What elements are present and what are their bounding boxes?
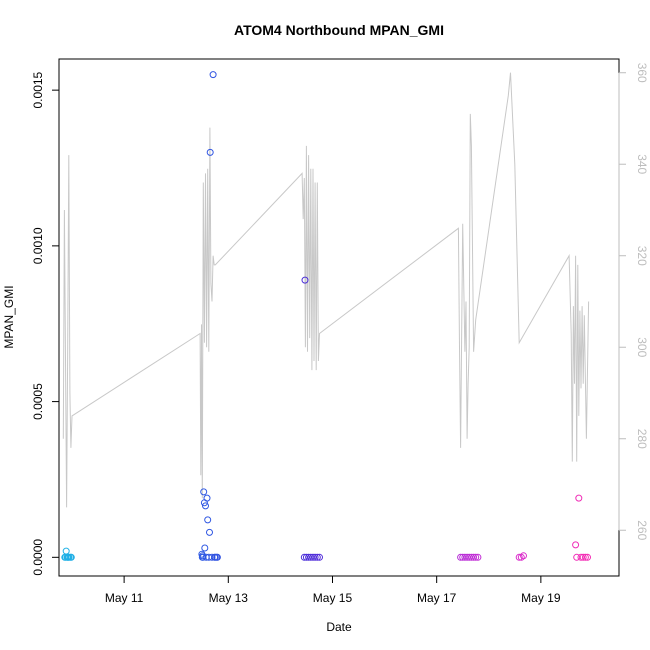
left-y-tick-label: 0.0010 <box>31 227 45 264</box>
x-tick-label: May 13 <box>209 591 249 605</box>
scatter-series <box>61 71 591 561</box>
scatter-point <box>201 544 209 552</box>
left-y-tick-label: 0.0005 <box>31 383 45 420</box>
scatter-point <box>584 553 591 561</box>
left-y-tick-label: 0.0015 <box>31 71 45 108</box>
scatter-point <box>67 553 75 561</box>
x-axis-label: Date <box>326 620 352 634</box>
scatter-point <box>313 553 321 561</box>
scatter-point <box>301 276 309 284</box>
scatter-point <box>572 541 580 549</box>
scatter-point <box>302 553 310 561</box>
scatter-point <box>311 553 319 561</box>
x-tick-label: May 11 <box>105 591 144 605</box>
right-y-tick-label: 260 <box>635 520 649 540</box>
scatter-point <box>202 502 209 510</box>
scatter-point <box>520 552 527 560</box>
secondary-line-path <box>62 72 590 508</box>
scatter-point <box>200 488 208 496</box>
scatter-point <box>209 71 217 79</box>
x-tick-label: May 17 <box>417 591 457 605</box>
x-axis: May 11 May 13 May 15 May 17 May 19 <box>105 575 561 605</box>
scatter-point <box>579 553 587 561</box>
scatter-point <box>206 148 214 156</box>
scatter-point <box>474 553 482 561</box>
scatter-point <box>472 553 480 561</box>
scatter-point <box>515 553 523 561</box>
y-axis-label: MPAN_GMI <box>2 285 16 348</box>
right-y-axis: 260 280 300 320 340 360 <box>618 63 649 541</box>
scatter-point <box>206 528 213 536</box>
scatter-point <box>575 494 583 502</box>
scatter-point <box>470 553 478 561</box>
scatter-point <box>203 494 211 502</box>
secondary-line-series <box>62 72 590 508</box>
right-y-tick-label: 280 <box>635 429 649 449</box>
left-y-tick-label: 0.0000 <box>31 539 45 576</box>
scatter-point <box>208 553 216 561</box>
right-y-tick-label: 360 <box>635 63 649 83</box>
right-y-tick-label: 320 <box>635 246 649 266</box>
scatter-point <box>213 553 221 561</box>
right-y-tick-label: 300 <box>635 337 649 357</box>
left-y-axis: 0.0000 0.0005 0.0010 0.0015 <box>31 71 60 576</box>
x-tick-label: May 15 <box>313 591 353 605</box>
scatter-point <box>316 553 323 561</box>
x-tick-label: May 19 <box>521 591 561 605</box>
right-y-tick-label: 340 <box>635 154 649 174</box>
chart-title: ATOM4 Northbound MPAN_GMI <box>234 22 444 38</box>
scatter-point <box>581 553 589 561</box>
scatter-point <box>204 516 212 524</box>
